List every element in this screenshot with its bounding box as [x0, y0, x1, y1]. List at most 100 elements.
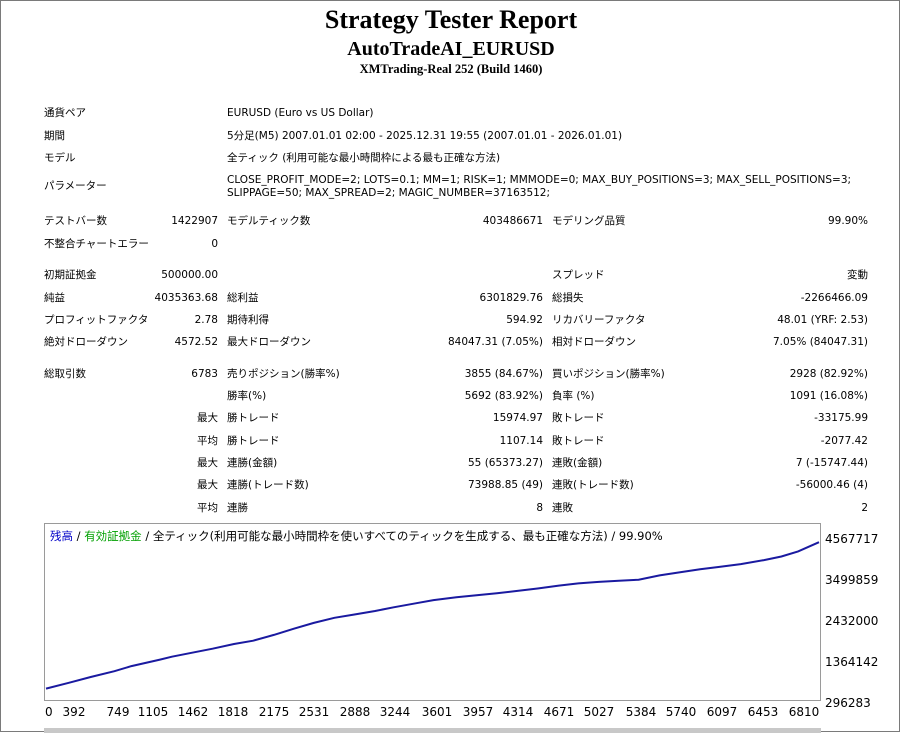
x-tick-label: 6453 — [747, 705, 779, 719]
ticks-label: モデルティック数 — [227, 215, 311, 227]
x-tick-label: 3957 — [462, 705, 494, 719]
gross-profit-label: 総利益 — [227, 292, 259, 304]
quality-label: モデリング品質 — [552, 215, 626, 227]
x-tick-label: 2175 — [258, 705, 290, 719]
y-tick-label: 3499859 — [825, 573, 879, 587]
gross-loss-value: -2266466.09 — [800, 292, 868, 304]
report-title: Strategy Tester Report — [324, 5, 578, 34]
legend-equity: 有効証拠金 — [84, 529, 142, 543]
avg-loss-value: -2077.42 — [820, 435, 868, 447]
avg2-label: 平均 — [197, 502, 218, 514]
x-tick-label: 5740 — [665, 705, 697, 719]
expected-payoff-value: 594.92 — [506, 314, 543, 326]
max-label: 最大 — [197, 412, 218, 424]
profit-factor-value: 2.78 — [194, 314, 218, 326]
avg-consec-losses-label: 連敗 — [552, 502, 573, 514]
period-value: 5分足(M5) 2007.01.01 02:00 - 2025.12.31 19… — [227, 130, 623, 142]
recovery-factor-value: 48.01 (YRF: 2.53) — [777, 314, 868, 326]
max-consec-wins-label: 連勝(金額) — [227, 457, 278, 469]
short-positions-value: 3855 (84.67%) — [464, 368, 543, 380]
max-consec-wins-value: 55 (65373.27) — [468, 457, 543, 469]
largest-win-value: 15974.97 — [492, 412, 543, 424]
max-consec-loss-value: -56000.46 (4) — [795, 479, 868, 491]
x-tick-label: 0 — [45, 705, 53, 719]
ea-name: AutoTradeAI_EURUSD — [347, 38, 555, 60]
x-tick-label: 392 — [62, 705, 86, 719]
gross-loss-label: 総損失 — [552, 292, 584, 304]
params-line1: CLOSE_PROFIT_MODE=2; LOTS=0.1; MM=1; RIS… — [227, 174, 852, 186]
balance-line — [45, 541, 820, 690]
ticks-value: 403486671 — [482, 215, 543, 227]
x-tick-label: 6810 — [788, 705, 820, 719]
period-label: 期間 — [44, 130, 65, 142]
rel-dd-value: 7.05% (84047.31) — [773, 336, 868, 348]
deposit-value: 500000.00 — [161, 269, 218, 281]
max-dd-label: 最大ドローダウン — [227, 336, 311, 348]
avg-consec-wins-value: 8 — [536, 502, 543, 514]
legend-separator: / — [73, 529, 85, 543]
rel-dd-label: 相対ドローダウン — [552, 336, 636, 348]
max2-label: 最大 — [197, 457, 218, 469]
max-consec-losses-label: 連敗(金額) — [552, 457, 603, 469]
x-tick-label: 1462 — [177, 705, 209, 719]
net-profit-label: 純益 — [44, 292, 65, 304]
long-positions-label: 買いポジション(勝率%) — [552, 368, 665, 380]
symbol-value: EURUSD (Euro vs US Dollar) — [227, 107, 374, 119]
largest-loss-label: 敗トレード — [552, 412, 605, 424]
params-line2: SLIPPAGE=50; MAX_SPREAD=2; MAGIC_NUMBER=… — [227, 187, 551, 199]
expected-payoff-label: 期待利得 — [227, 314, 269, 326]
max-consec-profit-value: 73988.85 (49) — [468, 479, 543, 491]
winrate-value: 5692 (83.92%) — [464, 390, 543, 402]
y-tick-label: 2432000 — [825, 614, 879, 628]
x-tick-label: 4671 — [543, 705, 575, 719]
x-tick-label: 5384 — [625, 705, 657, 719]
x-tick-label: 3601 — [421, 705, 453, 719]
max-dd-value: 84047.31 (7.05%) — [448, 336, 543, 348]
y-tick-label: 1364142 — [825, 655, 879, 669]
avg-consec-wins-label: 連勝 — [227, 502, 248, 514]
avg-consec-losses-value: 2 — [861, 502, 868, 514]
legend-description: 全ティック(利用可能な最小時間枠を使いすべてのティックを生成する、最も正確な方法… — [152, 529, 663, 543]
short-positions-label: 売りポジション(勝率%) — [227, 368, 340, 380]
bars-label: テストバー数 — [44, 215, 107, 227]
abs-dd-label: 絶対ドローダウン — [44, 336, 128, 348]
long-positions-value: 2928 (82.92%) — [789, 368, 868, 380]
lossrate-label: 負率 (%) — [552, 390, 595, 402]
max-consec-losses-value: 7 (-15747.44) — [795, 457, 868, 469]
symbol-label: 通貨ペア — [44, 107, 86, 119]
horizontal-scrollbar[interactable] — [44, 728, 821, 733]
lossrate-value: 1091 (16.08%) — [789, 390, 868, 402]
avg-loss-label: 敗トレード — [552, 435, 605, 447]
y-tick-label: 4567717 — [825, 532, 879, 546]
recovery-factor-label: リカバリーファクタ — [552, 314, 646, 326]
y-tick-label: 296283 — [825, 696, 871, 710]
chart-legend: 残高 / 有効証拠金 / 全ティック(利用可能な最小時間枠を使いすべてのティック… — [50, 528, 663, 544]
max-consec-profit-label: 連勝(トレード数) — [227, 479, 309, 491]
mismatch-label: 不整合チャートエラー — [44, 238, 149, 250]
avg-label: 平均 — [197, 435, 218, 447]
quality-value: 99.90% — [827, 215, 868, 227]
x-tick-label: 1105 — [137, 705, 169, 719]
legend-separator: / — [141, 529, 153, 543]
x-tick-label: 2888 — [339, 705, 371, 719]
max3-label: 最大 — [197, 479, 218, 491]
deposit-label: 初期証拠金 — [44, 269, 97, 281]
x-tick-label: 6097 — [706, 705, 738, 719]
spread-value: 変動 — [847, 269, 868, 281]
winrate-label: 勝率(%) — [227, 390, 267, 402]
x-tick-label: 749 — [106, 705, 130, 719]
balance-chart-plot — [45, 541, 820, 690]
model-value: 全ティック (利用可能な最小時間枠による最も正確な方法) — [227, 152, 501, 164]
profit-factor-label: プロフィットファクタ — [44, 314, 149, 326]
gross-profit-value: 6301829.76 — [479, 292, 543, 304]
max-consec-loss-label: 連敗(トレード数) — [552, 479, 634, 491]
x-tick-label: 4314 — [502, 705, 534, 719]
x-tick-label: 2531 — [298, 705, 330, 719]
net-profit-value: 4035363.68 — [154, 292, 218, 304]
total-trades-label: 総取引数 — [44, 368, 86, 380]
largest-win-label: 勝トレード — [227, 412, 280, 424]
x-tick-label: 5027 — [583, 705, 615, 719]
avg-win-value: 1107.14 — [499, 435, 543, 447]
x-tick-label: 3244 — [379, 705, 411, 719]
params-label: パラメーター — [44, 180, 107, 192]
